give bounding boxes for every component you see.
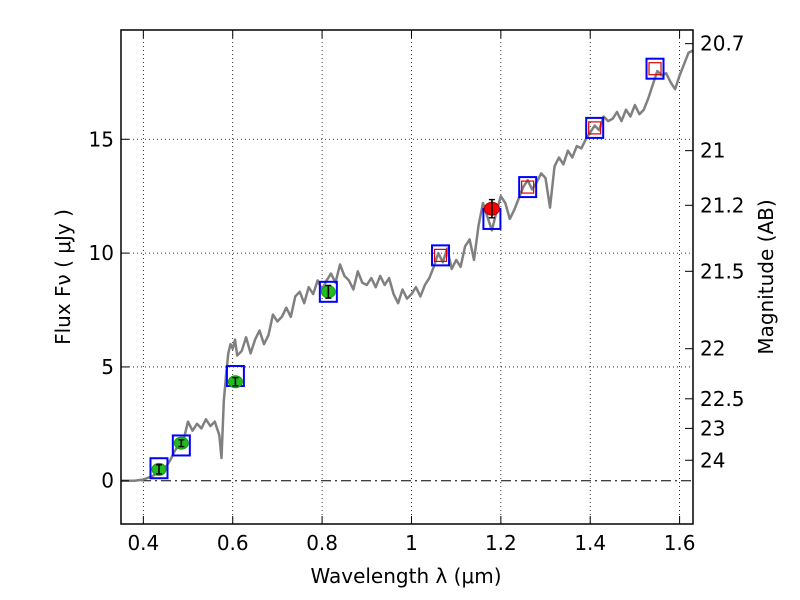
y-tick-label: 0 [101, 469, 114, 493]
x-tick-label: 0.8 [306, 531, 338, 555]
x-tick-label: 1.4 [574, 531, 606, 555]
right-axis-title: Magnitude (AB) [754, 199, 778, 354]
model-photometry-box [431, 244, 451, 267]
y-axis-title: Flux Fν ( μJy ) [51, 209, 75, 345]
upper-limit-marker [648, 62, 662, 76]
y-tick-label: 10 [89, 241, 114, 265]
model-photometry-box [149, 457, 169, 480]
model-spectrum-line [121, 49, 693, 482]
mag-tick-label: 23 [700, 416, 725, 440]
model-photometry-box [585, 116, 605, 139]
mag-tick-label: 21.2 [700, 193, 745, 217]
x-tick-label: 1.6 [664, 531, 696, 555]
model-photometry-box [171, 434, 191, 457]
model-photometry-box [518, 176, 538, 199]
mag-tick-label: 22.5 [700, 387, 745, 411]
mag-tick-label: 21 [700, 139, 725, 163]
x-tick-label: 1.2 [485, 531, 517, 555]
y-tick-label: 15 [89, 127, 114, 151]
grid [121, 30, 693, 524]
x-tick-label: 0.4 [127, 531, 159, 555]
upper-limit-marker [588, 121, 602, 135]
plot-frame [120, 29, 694, 525]
mag-tick-label: 20.7 [700, 32, 745, 56]
x-tick-label: 0.6 [217, 531, 249, 555]
mag-tick-label: 21.5 [700, 259, 745, 283]
x-tick-label: 1 [405, 531, 418, 555]
mag-tick-label: 24 [700, 448, 725, 472]
model-photometry-box [318, 280, 338, 303]
upper-limit-marker [433, 248, 448, 262]
upper-limit-marker [521, 180, 535, 194]
x-axis-title: Wavelength λ (μm) [310, 564, 501, 588]
y-tick-label: 5 [101, 355, 114, 379]
model-photometry-box [645, 57, 665, 80]
mag-tick-label: 22 [700, 337, 725, 361]
